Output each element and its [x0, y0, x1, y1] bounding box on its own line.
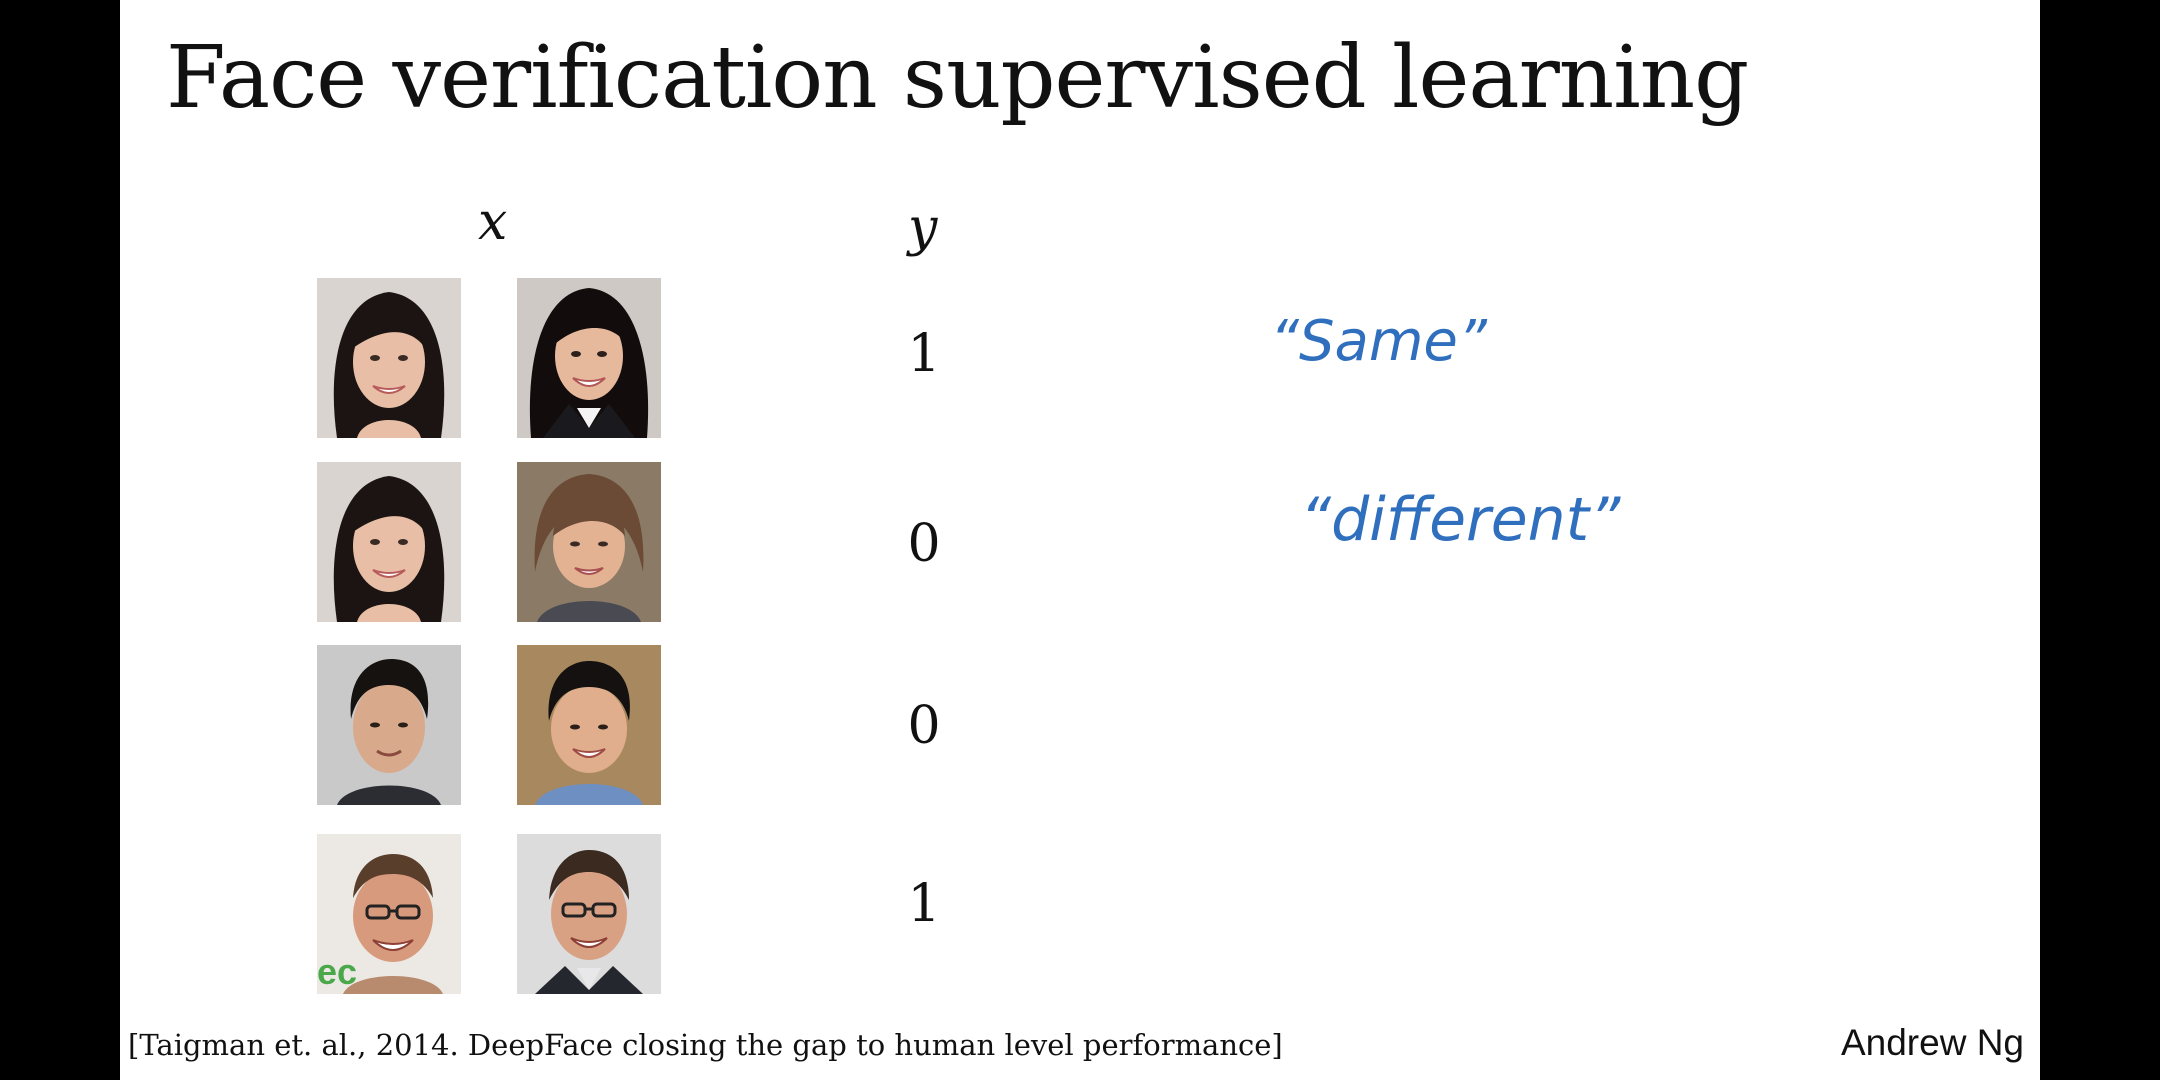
slide-title: Face verification supervised learning	[166, 28, 1749, 128]
face-photo-right-row-2	[517, 462, 661, 622]
label-row-3: 0	[907, 696, 941, 756]
face-photo-right-row-1	[517, 278, 661, 438]
face-photo-left-row-2	[317, 462, 461, 622]
label-row-4: 1	[907, 874, 941, 934]
citation: [Taigman et. al., 2014. DeepFace closing…	[128, 1028, 1283, 1062]
face-photo-left-row-1	[317, 278, 461, 438]
label-row-2: 0	[907, 514, 941, 574]
y-label: y	[908, 198, 938, 258]
face-photo-left-row-4: ec	[317, 834, 461, 994]
annotation-different: “different”	[1300, 485, 1621, 555]
slide: Face verification supervised learning x …	[120, 0, 2040, 1080]
annotation-same: “Same”	[1270, 309, 1488, 374]
face-photo-right-row-3	[517, 645, 661, 805]
handwritten-annotations: “Same” “different”	[1270, 309, 1621, 555]
face-photo-left-row-3	[317, 645, 461, 805]
label-row-1: 1	[907, 324, 941, 384]
face-photo-right-row-4	[517, 834, 661, 994]
x-label: x	[478, 192, 508, 252]
svg-text:ec: ec	[317, 951, 357, 992]
author-credit: Andrew Ng	[1840, 1022, 2024, 1063]
